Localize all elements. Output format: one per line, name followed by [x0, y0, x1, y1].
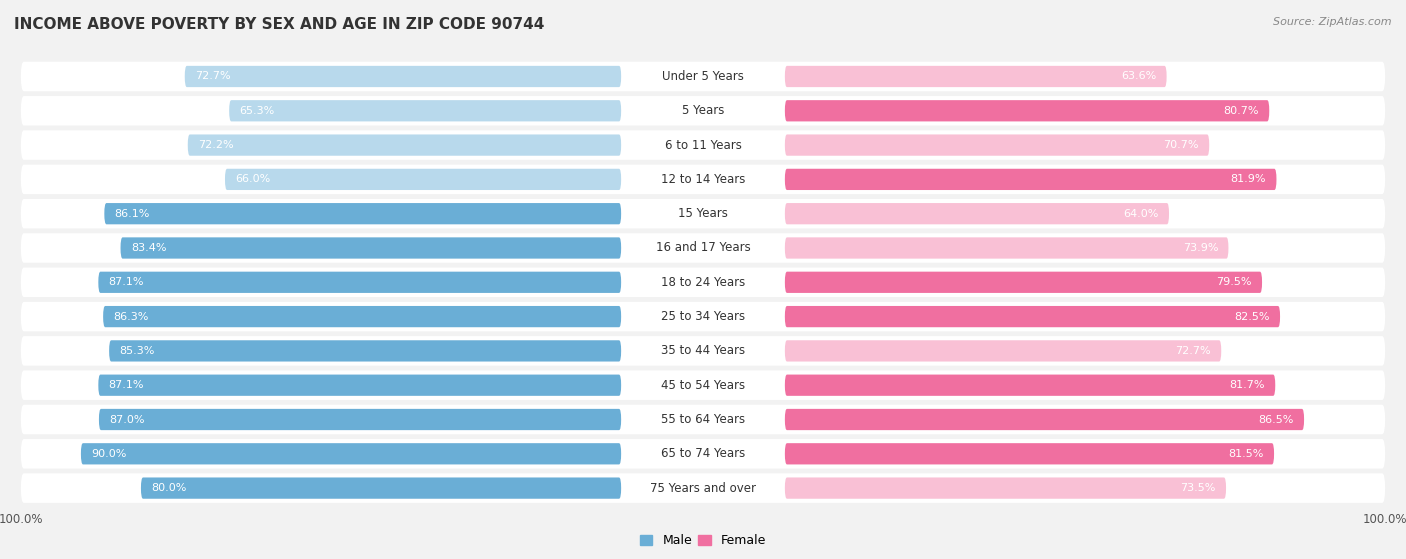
Text: 72.2%: 72.2%	[198, 140, 233, 150]
FancyBboxPatch shape	[98, 409, 621, 430]
FancyBboxPatch shape	[21, 302, 1385, 331]
Text: 5 Years: 5 Years	[682, 105, 724, 117]
FancyBboxPatch shape	[21, 199, 1385, 229]
FancyBboxPatch shape	[785, 443, 1274, 465]
FancyBboxPatch shape	[785, 135, 1209, 156]
FancyBboxPatch shape	[21, 336, 1385, 366]
FancyBboxPatch shape	[785, 66, 1167, 87]
Text: 65.3%: 65.3%	[239, 106, 274, 116]
Legend: Male, Female: Male, Female	[636, 529, 770, 552]
Text: 72.7%: 72.7%	[195, 72, 231, 82]
FancyBboxPatch shape	[225, 169, 621, 190]
FancyBboxPatch shape	[21, 268, 1385, 297]
Text: 87.0%: 87.0%	[110, 415, 145, 424]
Text: 70.7%: 70.7%	[1164, 140, 1199, 150]
Text: 90.0%: 90.0%	[91, 449, 127, 459]
Text: INCOME ABOVE POVERTY BY SEX AND AGE IN ZIP CODE 90744: INCOME ABOVE POVERTY BY SEX AND AGE IN Z…	[14, 17, 544, 32]
FancyBboxPatch shape	[785, 203, 1168, 224]
FancyBboxPatch shape	[98, 375, 621, 396]
FancyBboxPatch shape	[785, 238, 1229, 259]
FancyBboxPatch shape	[141, 477, 621, 499]
FancyBboxPatch shape	[21, 233, 1385, 263]
Text: 85.3%: 85.3%	[120, 346, 155, 356]
Text: 81.7%: 81.7%	[1229, 380, 1265, 390]
FancyBboxPatch shape	[21, 371, 1385, 400]
Text: 12 to 14 Years: 12 to 14 Years	[661, 173, 745, 186]
FancyBboxPatch shape	[785, 169, 1277, 190]
FancyBboxPatch shape	[21, 130, 1385, 160]
Text: 87.1%: 87.1%	[108, 277, 143, 287]
Text: 63.6%: 63.6%	[1121, 72, 1156, 82]
Text: 65 to 74 Years: 65 to 74 Years	[661, 447, 745, 460]
FancyBboxPatch shape	[785, 477, 1226, 499]
Text: 66.0%: 66.0%	[235, 174, 270, 184]
Text: 45 to 54 Years: 45 to 54 Years	[661, 378, 745, 392]
Text: 86.5%: 86.5%	[1258, 415, 1294, 424]
Text: 6 to 11 Years: 6 to 11 Years	[665, 139, 741, 151]
Text: 80.0%: 80.0%	[152, 483, 187, 493]
FancyBboxPatch shape	[785, 375, 1275, 396]
Text: 79.5%: 79.5%	[1216, 277, 1251, 287]
Text: 80.7%: 80.7%	[1223, 106, 1258, 116]
Text: 73.9%: 73.9%	[1182, 243, 1218, 253]
FancyBboxPatch shape	[121, 238, 621, 259]
FancyBboxPatch shape	[21, 473, 1385, 503]
Text: 75 Years and over: 75 Years and over	[650, 482, 756, 495]
FancyBboxPatch shape	[104, 203, 621, 224]
Text: 25 to 34 Years: 25 to 34 Years	[661, 310, 745, 323]
Text: 72.7%: 72.7%	[1175, 346, 1211, 356]
Text: 81.5%: 81.5%	[1229, 449, 1264, 459]
Text: 86.1%: 86.1%	[114, 209, 150, 219]
FancyBboxPatch shape	[785, 409, 1305, 430]
FancyBboxPatch shape	[229, 100, 621, 121]
FancyBboxPatch shape	[785, 340, 1222, 362]
FancyBboxPatch shape	[21, 165, 1385, 194]
Text: 35 to 44 Years: 35 to 44 Years	[661, 344, 745, 357]
FancyBboxPatch shape	[103, 306, 621, 327]
FancyBboxPatch shape	[188, 135, 621, 156]
Text: 64.0%: 64.0%	[1123, 209, 1159, 219]
Text: Source: ZipAtlas.com: Source: ZipAtlas.com	[1274, 17, 1392, 27]
Text: 82.5%: 82.5%	[1234, 311, 1270, 321]
FancyBboxPatch shape	[21, 61, 1385, 91]
Text: 81.9%: 81.9%	[1230, 174, 1267, 184]
Text: 86.3%: 86.3%	[114, 311, 149, 321]
Text: 16 and 17 Years: 16 and 17 Years	[655, 241, 751, 254]
FancyBboxPatch shape	[785, 100, 1270, 121]
FancyBboxPatch shape	[785, 306, 1279, 327]
Text: 73.5%: 73.5%	[1181, 483, 1216, 493]
FancyBboxPatch shape	[21, 439, 1385, 468]
FancyBboxPatch shape	[21, 96, 1385, 126]
Text: 83.4%: 83.4%	[131, 243, 166, 253]
FancyBboxPatch shape	[98, 272, 621, 293]
Text: 87.1%: 87.1%	[108, 380, 143, 390]
FancyBboxPatch shape	[21, 405, 1385, 434]
Text: Under 5 Years: Under 5 Years	[662, 70, 744, 83]
Text: 55 to 64 Years: 55 to 64 Years	[661, 413, 745, 426]
Text: 18 to 24 Years: 18 to 24 Years	[661, 276, 745, 289]
FancyBboxPatch shape	[110, 340, 621, 362]
FancyBboxPatch shape	[82, 443, 621, 465]
FancyBboxPatch shape	[785, 272, 1263, 293]
FancyBboxPatch shape	[184, 66, 621, 87]
Text: 15 Years: 15 Years	[678, 207, 728, 220]
